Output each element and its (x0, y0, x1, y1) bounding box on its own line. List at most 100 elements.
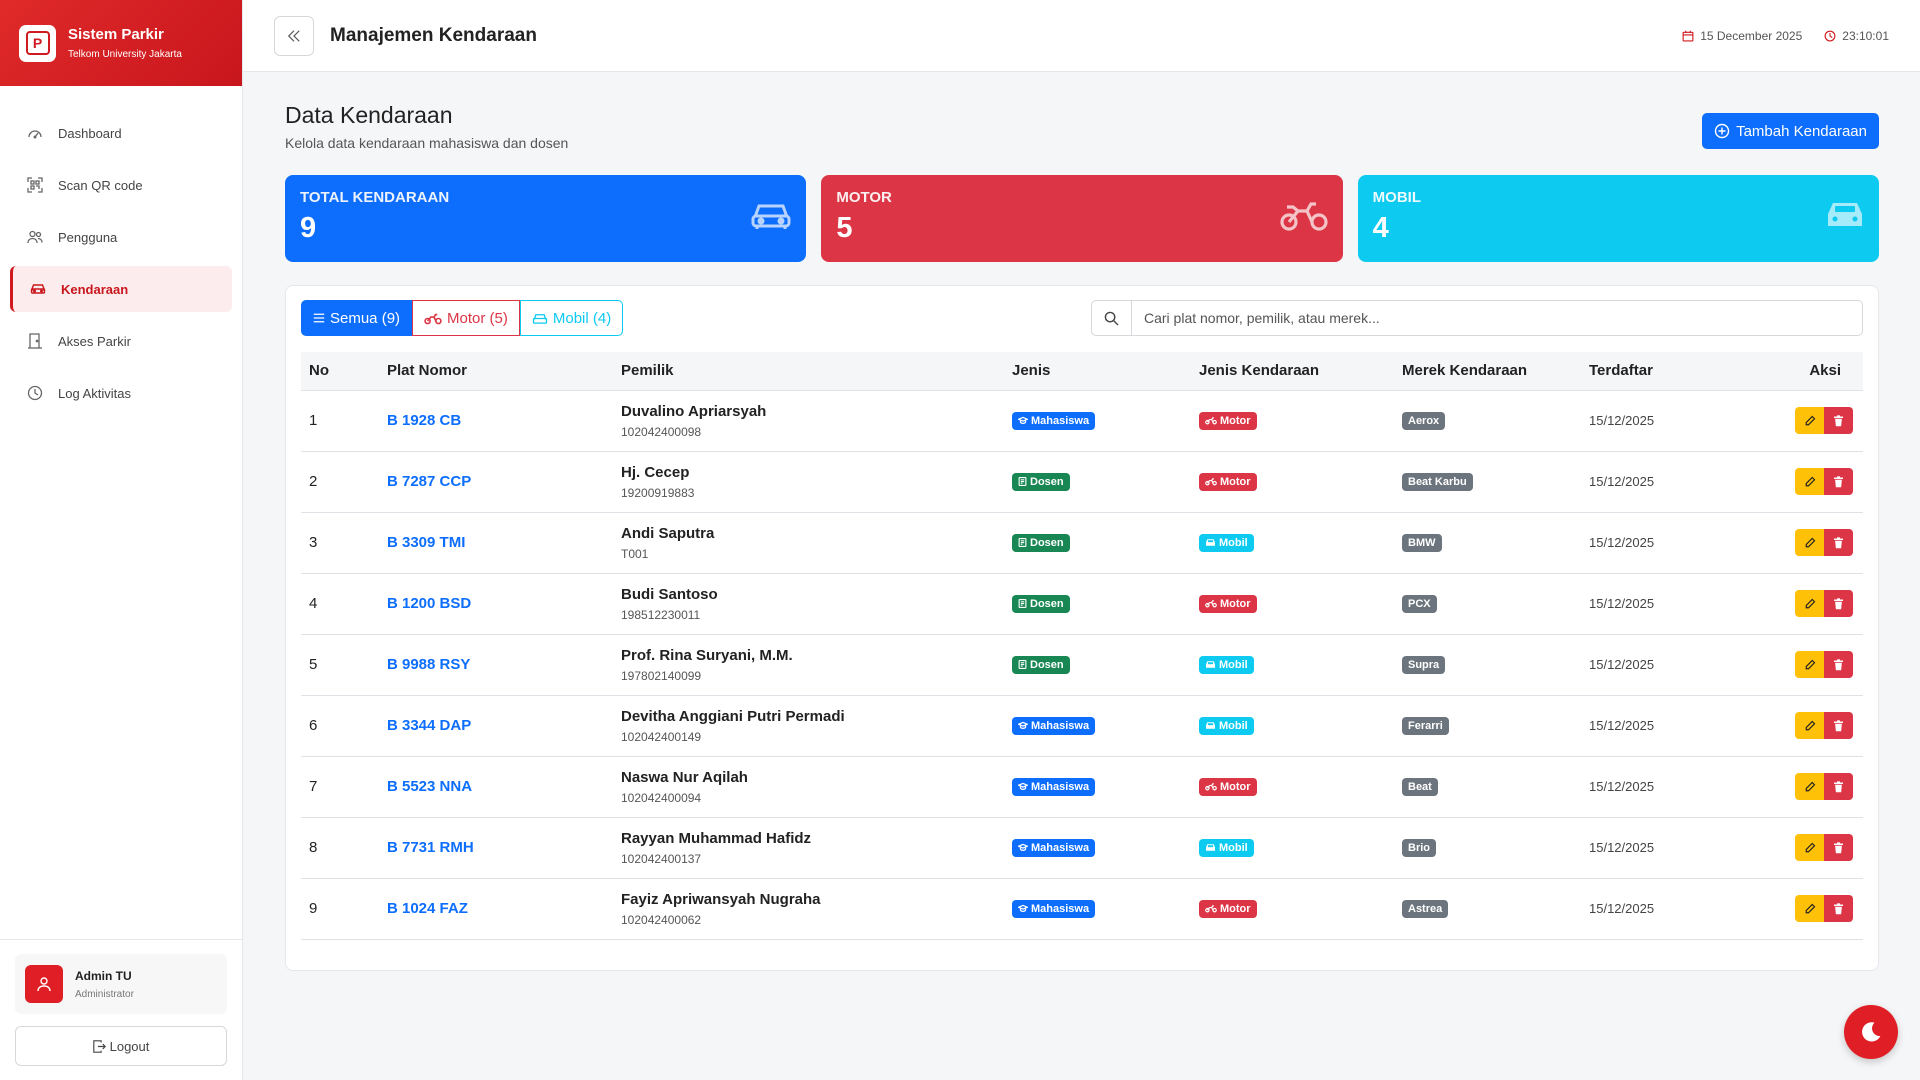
delete-button[interactable] (1824, 529, 1853, 556)
add-vehicle-button[interactable]: Tambah Kendaraan (1702, 113, 1879, 149)
stat-total-card: TOTAL KENDARAAN 9 (285, 175, 807, 262)
add-vehicle-label: Tambah Kendaraan (1736, 122, 1867, 140)
cell-no: 8 (301, 817, 379, 879)
delete-button[interactable] (1824, 834, 1853, 861)
sidebar-collapse-button[interactable] (274, 15, 314, 56)
brand-badge: Astrea (1402, 900, 1449, 918)
plate-number-link[interactable]: B 1200 BSD (387, 595, 472, 612)
sidebar-item-label: Kendaraan (61, 281, 129, 297)
vehicle-type-badge: Motor (1199, 411, 1257, 430)
header-date: 15 December 2025 (1682, 29, 1802, 43)
table-head: No Plat Nomor Pemilik Jenis Jenis Kendar… (301, 352, 1863, 391)
owner-name: Budi Santoso (621, 585, 718, 603)
plate-number-link[interactable]: B 3344 DAP (387, 717, 472, 734)
delete-button[interactable] (1824, 651, 1853, 678)
vehicle-type-label: Motor (1220, 902, 1251, 915)
owner-id: 102042400094 (621, 790, 702, 805)
plate-number-link[interactable]: B 1024 FAZ (387, 900, 468, 917)
col-merek: Merek Kendaraan (1394, 352, 1581, 391)
owner-id: 102042400098 (621, 424, 702, 439)
plate-number-link[interactable]: B 5523 NNA (387, 778, 473, 795)
sidebar-item-label: Log Aktivitas (58, 385, 131, 401)
trash-icon (1833, 841, 1844, 854)
sidebar-footer: Admin TU Administrator Logout (0, 939, 242, 1080)
plate-number-link[interactable]: B 7287 CCP (387, 473, 472, 490)
motorcycle-icon (424, 312, 442, 325)
owner-name: Andi Saputra (621, 524, 715, 542)
car-icon (29, 280, 47, 298)
graduation-cap-icon (1018, 721, 1028, 730)
pencil-icon (1804, 842, 1816, 854)
users-icon (26, 228, 44, 246)
motorcycle-icon (1279, 197, 1329, 238)
delete-button[interactable] (1824, 712, 1853, 739)
plate-number-link[interactable]: B 7731 RMH (387, 839, 474, 856)
stat-total-value: 9 (300, 212, 317, 244)
plate-number-link[interactable]: B 9988 RSY (387, 656, 471, 673)
dark-mode-toggle[interactable] (1844, 1005, 1898, 1059)
plate-number-link[interactable]: B 3309 TMI (387, 534, 466, 551)
table-row: 3 B 3309 TMI Andi Saputra T001 Dosen Mobil BMW… (301, 512, 1863, 574)
edit-button[interactable] (1795, 712, 1824, 739)
logout-button[interactable]: Logout (15, 1026, 227, 1066)
edit-button[interactable] (1795, 834, 1824, 861)
edit-button[interactable] (1795, 407, 1824, 434)
logo-letter: P (25, 31, 50, 55)
sidebar-item-dashboard[interactable]: Dashboard (10, 110, 232, 156)
col-pemilik: Pemilik (613, 352, 1004, 391)
edit-button[interactable] (1795, 590, 1824, 617)
pencil-icon (1804, 598, 1816, 610)
user-role: Administrator (75, 988, 134, 1000)
filter-mobil-button[interactable]: Mobil (4) (519, 300, 624, 336)
edit-button[interactable] (1795, 529, 1824, 556)
logout-label: Logout (109, 1038, 150, 1054)
user-card: Admin TU Administrator (15, 954, 227, 1014)
cell-registered-date: 15/12/2025 (1581, 573, 1731, 635)
owner-id: T001 (621, 546, 649, 561)
edit-button[interactable] (1795, 895, 1824, 922)
col-aksi: Aksi (1731, 352, 1863, 391)
role-badge: Dosen (1012, 472, 1070, 491)
owner-id: 102042400137 (621, 851, 702, 866)
pencil-icon (1804, 781, 1816, 793)
owner-name: Duvalino Apriarsyah (621, 402, 767, 420)
search-icon (1092, 301, 1132, 335)
header-time: 23:10:01 (1824, 29, 1889, 43)
car-icon (1205, 538, 1216, 547)
delete-button[interactable] (1824, 895, 1853, 922)
vehicle-type-badge: Motor (1199, 472, 1257, 491)
delete-button[interactable] (1824, 590, 1853, 617)
vehicle-type-badge: Motor (1199, 777, 1257, 796)
sidebar-item-scan-qr[interactable]: Scan QR code (10, 162, 232, 208)
delete-button[interactable] (1824, 407, 1853, 434)
vehicle-type-label: Motor (1220, 597, 1251, 610)
role-badge: Mahasiswa (1012, 899, 1096, 918)
sidebar-item-kendaraan[interactable]: Kendaraan (10, 266, 232, 312)
sidebar-item-akses-parkir[interactable]: Akses Parkir (10, 318, 232, 364)
sidebar: P Sistem Parkir Telkom University Jakart… (0, 0, 243, 1080)
filter-motor-button[interactable]: Motor (5) (412, 300, 520, 336)
brand-header[interactable]: P Sistem Parkir Telkom University Jakart… (0, 0, 242, 86)
vehicle-type-badge: Motor (1199, 594, 1257, 613)
row-actions (1739, 468, 1855, 495)
gauge-icon (26, 124, 44, 142)
cell-owner: Prof. Rina Suryani, M.M. 197802140099 (613, 634, 1004, 696)
edit-button[interactable] (1795, 651, 1824, 678)
edit-button[interactable] (1795, 773, 1824, 800)
cell-owner: Fayiz Apriwansyah Nugraha 102042400062 (613, 878, 1004, 940)
delete-button[interactable] (1824, 773, 1853, 800)
graduation-cap-icon (1018, 904, 1028, 913)
graduation-cap-icon (1018, 416, 1028, 425)
row-actions (1739, 834, 1855, 861)
sidebar-item-pengguna[interactable]: Pengguna (10, 214, 232, 260)
sidebar-item-label: Akses Parkir (58, 333, 131, 349)
search-input[interactable] (1132, 301, 1862, 335)
sidebar-item-log-aktivitas[interactable]: Log Aktivitas (10, 370, 232, 416)
role-badge-label: Dosen (1030, 536, 1064, 549)
clock-icon (26, 384, 44, 402)
trash-icon (1833, 536, 1844, 549)
edit-button[interactable] (1795, 468, 1824, 495)
delete-button[interactable] (1824, 468, 1853, 495)
plate-number-link[interactable]: B 1928 CB (387, 412, 462, 429)
filter-all-button[interactable]: Semua (9) (301, 300, 413, 336)
